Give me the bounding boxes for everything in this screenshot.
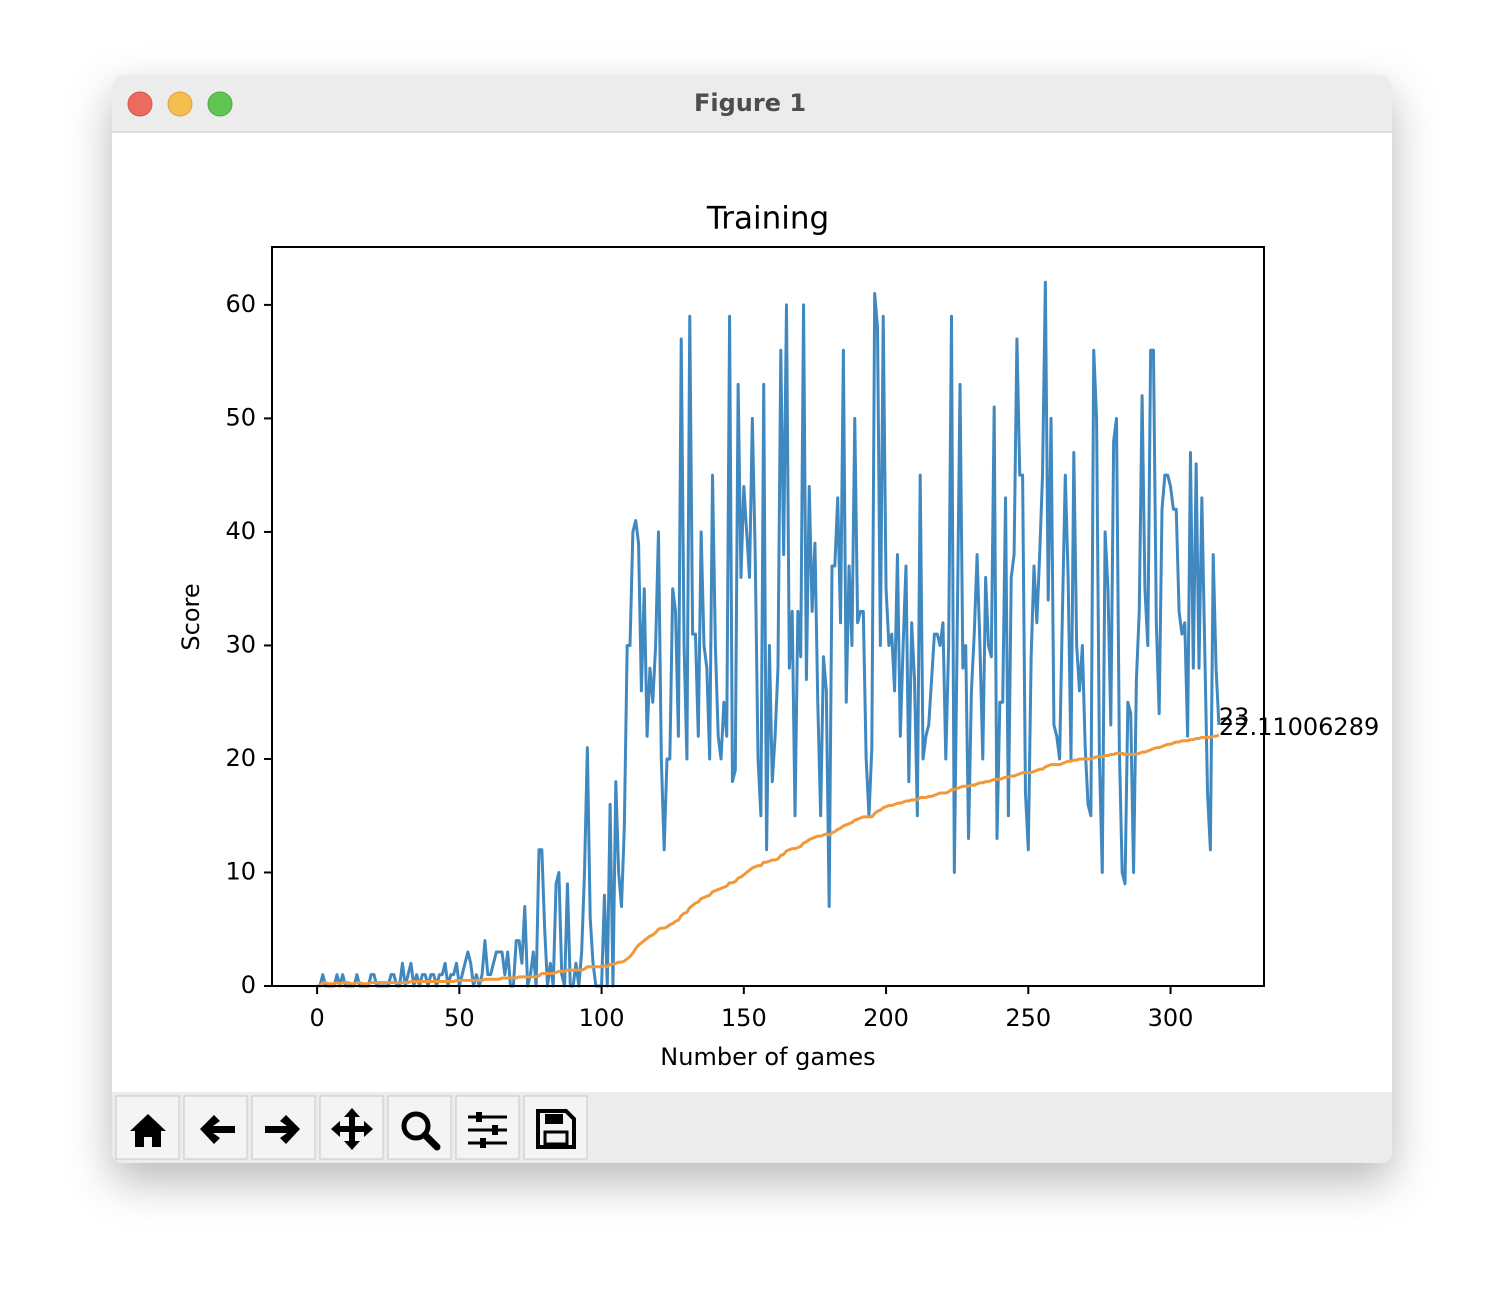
series-line [317,280,1221,988]
title-bar [112,75,1392,132]
x-tick-label: 200 [863,1004,909,1032]
forward-icon [265,1115,300,1144]
window [112,75,1392,1163]
save-icon [536,1109,576,1149]
configure-icon [468,1112,507,1148]
zoom-button[interactable] [207,91,233,117]
home-icon [130,1114,166,1147]
y-tick-label: 60 [225,290,256,318]
save-button[interactable] [523,1095,588,1160]
zoom-icon-handle [421,1131,441,1151]
x-tick-label: 100 [579,1004,625,1032]
value-label: 22.11006289 [1219,713,1379,741]
x-tick-label: 300 [1148,1004,1194,1032]
pan-icon [331,1108,373,1150]
window-title: Figure 1 [694,89,806,117]
x-tick-label: 50 [444,1004,475,1032]
x-tick-label: 150 [721,1004,767,1032]
save-icon-shutter [545,1114,563,1124]
value-label: 23 [1219,703,1250,731]
minimize-button[interactable] [167,91,193,117]
plot: Training Number of games Score 2322.1100… [177,201,1379,1072]
y-tick-label: 40 [225,517,256,545]
toolbar-buttons [115,1095,588,1160]
y-tick-label: 0 [241,971,256,999]
axes-frame [271,246,1265,987]
series-line [317,733,1220,988]
y-tick-label: 50 [225,403,256,431]
close-button[interactable] [127,91,153,117]
configure-button[interactable] [455,1095,520,1160]
x-axis-label: Number of games [660,1043,875,1071]
save-icon-label [543,1130,569,1146]
y-tick-label: 20 [225,744,256,772]
back-icon [200,1115,235,1144]
chart-title: Training [706,201,829,237]
zoom-tool-button[interactable] [387,1095,452,1160]
x-tick-label: 250 [1005,1004,1051,1032]
y-axis-label: Score [177,583,205,650]
y-tick-label: 30 [225,630,256,658]
y-tick-label: 10 [225,857,256,885]
x-tick-label: 0 [309,1004,324,1032]
zoom-icon [401,1111,431,1141]
